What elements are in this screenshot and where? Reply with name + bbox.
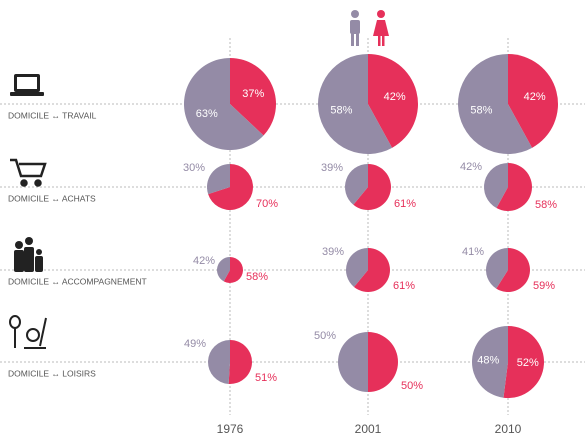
value-label: 50% [401,380,423,392]
value-label: 58% [470,105,492,117]
cart-icon [10,158,47,187]
pie-slice [368,332,398,392]
pie-slice [208,340,230,384]
value-label: 39% [322,246,344,258]
pie-slice [486,248,508,289]
grid [0,38,585,415]
pie-slice [471,326,508,398]
value-label: 52% [517,357,539,369]
value-label: 58% [535,199,557,211]
value-label: 42% [384,91,406,103]
pie-slice [228,340,253,384]
value-label: 37% [242,88,264,100]
value-label: 42% [524,91,546,103]
value-label: 41% [462,246,484,258]
value-label: 42% [193,255,215,267]
value-label: 30% [183,162,205,174]
value-label: 50% [314,330,336,342]
pie-slice [207,164,230,195]
value-label: 70% [256,198,278,210]
value-label: 48% [477,355,499,367]
value-label: 61% [394,198,416,210]
value-label: 61% [393,280,415,292]
value-label: 42% [460,161,482,173]
value-label: 49% [184,338,206,350]
row-label: DOMICILE ↔ TRAVAIL [8,110,97,120]
pie-slice [508,54,559,148]
pie-slice [223,257,244,284]
year-label: 1976 [217,422,244,436]
value-label: 63% [196,108,218,120]
row-label: DOMICILE ↔ ACCOMPAGNEMENT [8,276,147,286]
family-icon [14,237,43,272]
pie-slice [353,248,391,292]
pie-slice [503,326,544,398]
pie-slice [496,248,531,292]
value-label: 59% [533,280,555,292]
pie-slice [183,58,264,150]
pie-slice [338,332,368,392]
pies: 37% 63% 42% 58% 42% 58% 70% 30% 61% 39% 58% 42% 58% 4… [183,54,559,398]
leisure-icon [9,315,47,349]
row-label: DOMICILE ↔ LOISIRS [8,368,96,378]
man-icon [350,10,360,46]
pie-slice [484,163,508,209]
pie-slice [318,54,393,154]
value-label: 58% [330,105,352,117]
pie-slice [496,163,532,212]
pie-slice [230,58,276,136]
value-label: 58% [246,271,268,283]
pie-slice [353,164,391,210]
laptop-icon [10,74,44,96]
pie-slice [368,54,418,148]
value-label: 51% [255,372,277,384]
value-label: 39% [321,162,343,174]
year-label: 2001 [355,422,382,436]
pie-slice [458,54,533,154]
pie-slice [208,164,254,210]
year-label: 2010 [495,422,522,436]
woman-icon [373,10,389,46]
pie-slice [344,164,368,205]
pie-slice [346,248,368,287]
pie-slice [217,257,230,282]
row-label: DOMICILE ↔ ACHATS [8,193,96,203]
